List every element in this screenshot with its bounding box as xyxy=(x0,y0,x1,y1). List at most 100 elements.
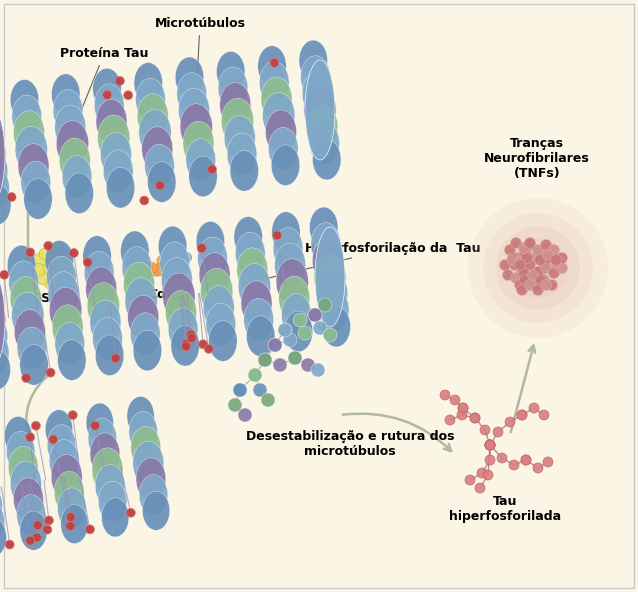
Ellipse shape xyxy=(258,46,286,86)
Circle shape xyxy=(529,403,539,413)
Ellipse shape xyxy=(219,82,251,127)
Ellipse shape xyxy=(161,258,192,302)
Circle shape xyxy=(66,522,75,530)
Ellipse shape xyxy=(13,111,45,155)
Ellipse shape xyxy=(0,167,10,210)
Ellipse shape xyxy=(239,263,271,310)
Ellipse shape xyxy=(62,156,92,198)
Circle shape xyxy=(500,259,510,271)
Ellipse shape xyxy=(157,255,172,266)
Circle shape xyxy=(46,368,55,377)
Circle shape xyxy=(186,330,195,339)
Ellipse shape xyxy=(265,110,297,155)
Ellipse shape xyxy=(49,440,79,482)
Ellipse shape xyxy=(315,227,345,327)
Ellipse shape xyxy=(13,478,43,520)
Ellipse shape xyxy=(322,306,350,347)
Circle shape xyxy=(198,340,207,349)
Ellipse shape xyxy=(307,104,338,149)
Circle shape xyxy=(524,240,535,250)
Circle shape xyxy=(48,435,57,444)
Circle shape xyxy=(273,358,287,372)
Circle shape xyxy=(115,76,124,85)
Ellipse shape xyxy=(133,330,161,371)
Circle shape xyxy=(528,269,538,281)
Ellipse shape xyxy=(0,105,5,205)
Ellipse shape xyxy=(87,282,119,329)
Circle shape xyxy=(313,321,327,335)
Ellipse shape xyxy=(311,223,341,265)
Circle shape xyxy=(507,255,517,265)
Ellipse shape xyxy=(130,313,160,355)
Ellipse shape xyxy=(128,295,159,340)
Ellipse shape xyxy=(468,198,608,338)
Circle shape xyxy=(509,460,519,470)
Ellipse shape xyxy=(57,256,73,269)
Ellipse shape xyxy=(61,504,88,543)
Ellipse shape xyxy=(20,511,47,550)
Text: Hiperfosforilação da  Tau: Hiperfosforilação da Tau xyxy=(242,242,480,284)
Circle shape xyxy=(542,253,554,263)
Circle shape xyxy=(283,333,297,347)
Ellipse shape xyxy=(4,416,32,455)
Ellipse shape xyxy=(177,73,207,115)
Ellipse shape xyxy=(47,256,76,298)
Ellipse shape xyxy=(90,433,120,475)
Circle shape xyxy=(493,427,503,437)
Ellipse shape xyxy=(6,432,35,472)
Circle shape xyxy=(510,272,521,284)
Circle shape xyxy=(288,351,302,365)
Circle shape xyxy=(514,259,526,271)
Circle shape xyxy=(248,368,262,382)
Circle shape xyxy=(187,334,196,343)
Circle shape xyxy=(521,455,531,465)
Circle shape xyxy=(31,422,40,430)
Ellipse shape xyxy=(98,481,127,522)
Circle shape xyxy=(540,259,551,271)
Ellipse shape xyxy=(11,292,44,338)
Ellipse shape xyxy=(158,226,187,267)
Circle shape xyxy=(298,326,312,340)
Circle shape xyxy=(308,308,322,322)
Circle shape xyxy=(519,275,531,285)
Circle shape xyxy=(44,242,53,250)
Circle shape xyxy=(505,417,515,427)
Ellipse shape xyxy=(137,262,152,274)
Ellipse shape xyxy=(0,297,6,343)
Ellipse shape xyxy=(49,287,82,333)
Ellipse shape xyxy=(0,116,3,160)
Circle shape xyxy=(293,313,307,327)
Circle shape xyxy=(156,181,165,190)
Ellipse shape xyxy=(103,150,133,192)
Circle shape xyxy=(485,440,495,450)
Text: Cdk-5: Cdk-5 xyxy=(148,288,188,301)
Ellipse shape xyxy=(279,276,310,320)
Ellipse shape xyxy=(101,498,129,537)
Ellipse shape xyxy=(221,98,254,144)
Ellipse shape xyxy=(271,145,300,185)
Ellipse shape xyxy=(122,246,152,289)
Circle shape xyxy=(204,345,213,353)
Ellipse shape xyxy=(54,471,84,514)
Ellipse shape xyxy=(21,161,50,204)
Circle shape xyxy=(542,249,554,260)
Ellipse shape xyxy=(7,245,36,286)
Circle shape xyxy=(540,240,551,250)
Ellipse shape xyxy=(47,424,76,465)
Ellipse shape xyxy=(143,262,158,274)
Ellipse shape xyxy=(224,115,255,160)
Ellipse shape xyxy=(234,217,262,258)
Ellipse shape xyxy=(15,310,45,354)
Ellipse shape xyxy=(53,89,83,132)
Circle shape xyxy=(524,237,535,249)
Ellipse shape xyxy=(162,255,176,266)
Circle shape xyxy=(475,483,485,493)
Ellipse shape xyxy=(92,448,123,492)
Ellipse shape xyxy=(183,121,214,166)
Circle shape xyxy=(528,253,538,263)
Text: Tranças
Neurofibrilares
(TNFs): Tranças Neurofibrilares (TNFs) xyxy=(484,137,590,180)
Ellipse shape xyxy=(55,105,85,149)
Ellipse shape xyxy=(133,441,164,485)
Ellipse shape xyxy=(483,213,593,323)
Ellipse shape xyxy=(0,332,9,374)
